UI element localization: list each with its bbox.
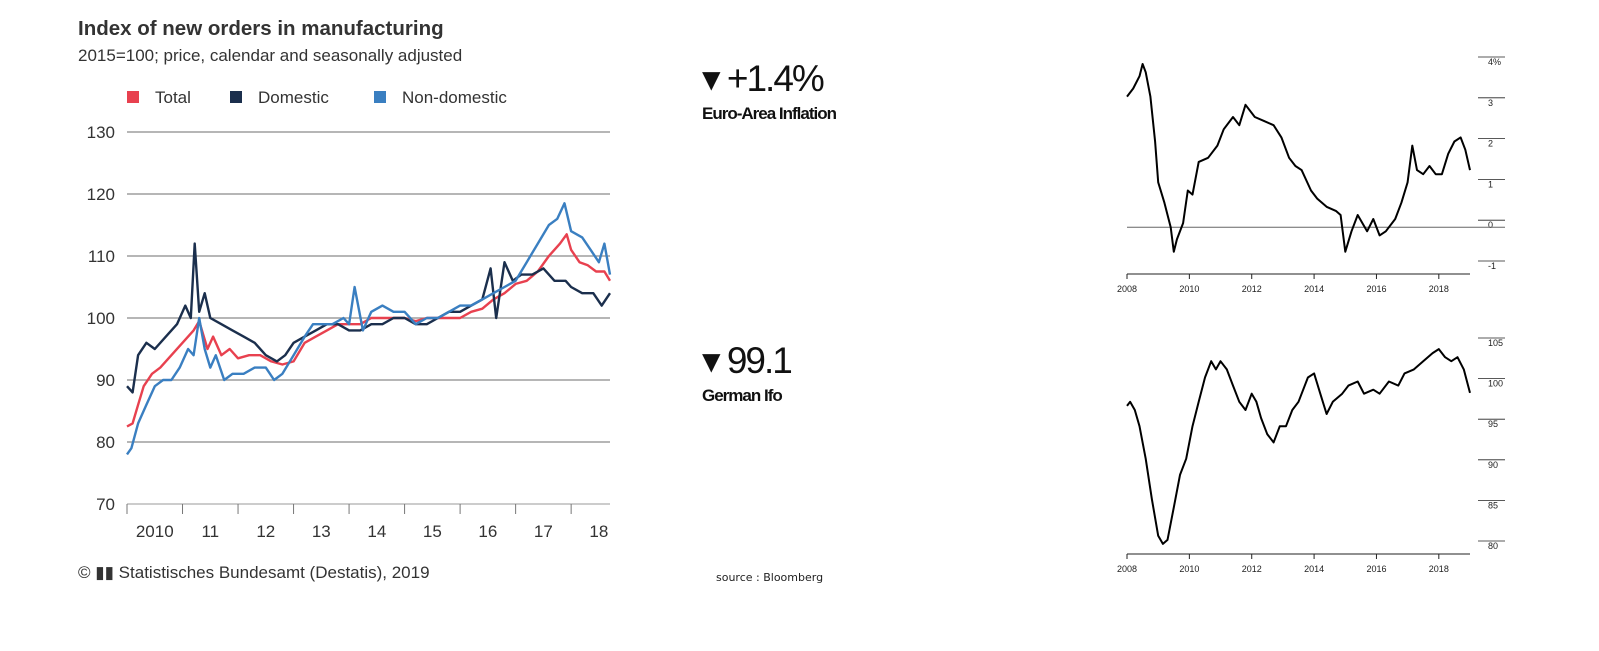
x-tick-label: 11	[201, 522, 219, 541]
y-tick-label: 100	[87, 309, 115, 328]
manufacturing-orders-chart: Index of new orders in manufacturing 201…	[78, 17, 612, 582]
x-tick-label: 12	[256, 522, 275, 541]
ifo-chart: 80 85 90 95 100 105 2008 2010 2012 2014 2016 2018	[1117, 337, 1505, 574]
y-tick-label: 90	[1488, 460, 1498, 470]
y-tick-label: 130	[87, 123, 115, 142]
y-tick-label: 120	[87, 185, 115, 204]
y-tick-label: 85	[1488, 500, 1498, 510]
x-tick-label: 13	[312, 522, 331, 541]
x-tick-label: 2014	[1304, 564, 1324, 574]
x-tick-label: 2016	[1366, 284, 1386, 294]
series-line-domestic	[126, 242, 611, 394]
x-tick-label: 2018	[1429, 564, 1449, 574]
x-tick-label: 2012	[1242, 564, 1262, 574]
x-tick-label: 2016	[1366, 564, 1386, 574]
x-tick-label: 2008	[1117, 564, 1137, 574]
source-note: source : Bloomberg	[716, 571, 824, 584]
chart-legend: Total Domestic Non-domestic	[127, 88, 507, 107]
inflation-label: Euro-Area Inflation	[702, 104, 837, 123]
y-tick-label: 4%	[1488, 57, 1501, 67]
x-tick-label: 15	[423, 522, 442, 541]
legend-label-1: Domestic	[258, 88, 329, 107]
series-line-non-domestic	[126, 202, 612, 456]
y-tick-label: 90	[96, 371, 115, 390]
x-tick-label: 16	[478, 522, 497, 541]
legend-swatch-0	[127, 91, 139, 103]
y-tick-label: 1	[1488, 179, 1493, 189]
inflation-value: ▾ +1.4%	[702, 58, 825, 99]
x-tick-label: 2010	[1179, 284, 1199, 294]
x-tick-label: 14	[367, 522, 386, 541]
y-tick-label: 80	[1488, 541, 1498, 551]
x-tick-label: 18	[589, 522, 608, 541]
series-line-total	[126, 233, 612, 428]
y-tick-label: 3	[1488, 98, 1493, 108]
x-tick-label: 2008	[1117, 284, 1137, 294]
x-tick-label: 2010	[136, 522, 174, 541]
series-line	[1126, 348, 1471, 545]
x-tick-label: 17	[534, 522, 553, 541]
x-tick-label: 2010	[1179, 564, 1199, 574]
chart-subtitle: 2015=100; price, calendar and seasonally…	[78, 46, 462, 65]
inflation-chart: -1 0 1 2 3 4% 2008 2010 2012 2014 2016 2018	[1117, 56, 1505, 294]
y-tick-label: 105	[1488, 338, 1503, 348]
y-tick-label: 2	[1488, 139, 1493, 149]
ifo-value: ▾ 99.1	[702, 340, 793, 381]
y-tick-label: 70	[96, 495, 115, 514]
legend-label-0: Total	[155, 88, 191, 107]
series-lines	[126, 202, 612, 456]
series-line	[1126, 63, 1471, 253]
legend-swatch-2	[374, 91, 386, 103]
x-tick-label: 2018	[1429, 284, 1449, 294]
copyright-text: © ▮▮ Statistisches Bundesamt (Destatis),…	[78, 563, 430, 582]
y-tick-label: 80	[96, 433, 115, 452]
y-tick-label: 0	[1488, 220, 1493, 230]
x-tick-label: 2012	[1242, 284, 1262, 294]
y-tick-label: 95	[1488, 419, 1498, 429]
y-tick-label: -1	[1488, 261, 1496, 271]
chart-title: Index of new orders in manufacturing	[78, 17, 444, 40]
y-tick-label: 110	[88, 247, 115, 266]
x-tick-label: 2014	[1304, 284, 1324, 294]
x-axis: 2010 11 12 13 14 15 16 17 18	[126, 504, 608, 541]
ifo-label: German Ifo	[702, 386, 783, 405]
y-tick-label: 100	[1488, 379, 1503, 389]
legend-swatch-1	[230, 91, 242, 103]
y-axis-ticks: 70 80 90 100 110 120 130	[87, 123, 115, 514]
legend-label-2: Non-domestic	[402, 88, 507, 107]
grid-lines	[127, 131, 610, 505]
